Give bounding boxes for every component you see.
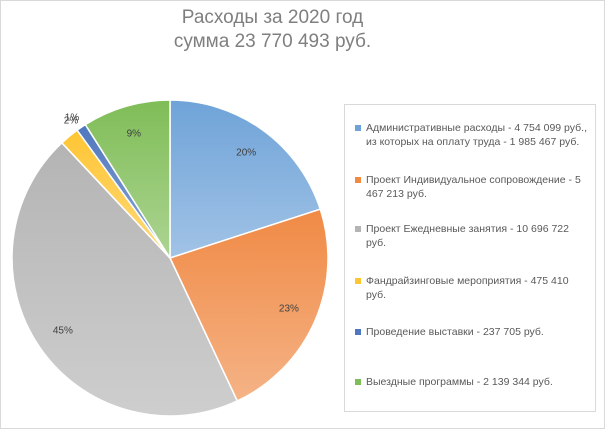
legend-item-4: Проведение выставки - 237 705 руб. <box>355 325 591 339</box>
chart-title: Расходы за 2020 год сумма 23 770 493 руб… <box>0 6 545 54</box>
chart-title-line2: сумма 23 770 493 руб. <box>173 31 372 52</box>
percent-label-2: 45% <box>52 325 73 337</box>
legend-label-4: Проведение выставки - 237 705 руб. <box>366 326 544 338</box>
legend-swatch-2 <box>355 226 361 232</box>
chart-title-line1: Расходы за 2020 год <box>181 7 364 28</box>
legend: Административные расходы - 4 754 099 руб… <box>344 104 596 412</box>
legend-swatch-5 <box>355 379 361 385</box>
percent-label-5: 9% <box>126 128 142 140</box>
pie-slices <box>11 99 329 417</box>
legend-swatch-0 <box>355 125 361 131</box>
legend-label-5: Выездные программы - 2 139 344 руб. <box>366 376 553 388</box>
legend-label-3: Фандрайзинговые мероприятия - 475 410 ру… <box>366 275 569 301</box>
percent-label-4: 1% <box>64 112 80 124</box>
legend-item-2: Проект Ежедневные занятия - 10 696 722 р… <box>355 222 591 250</box>
percent-label-3: 2% <box>63 115 79 127</box>
legend-item-3: Фандрайзинговые мероприятия - 475 410 ру… <box>355 274 591 302</box>
legend-item-0: Административные расходы - 4 754 099 руб… <box>355 121 591 149</box>
pie-slice-1 <box>168 208 329 402</box>
pie-slice-5 <box>84 99 171 261</box>
legend-swatch-1 <box>355 177 361 183</box>
percent-label-1: 23% <box>278 303 299 315</box>
pie-slice-0 <box>169 99 322 260</box>
legend-label-1: Проект Индивидуальное сопровождение - 5 … <box>366 174 581 200</box>
legend-item-1: Проект Индивидуальное сопровождение - 5 … <box>355 173 591 201</box>
percent-label-0: 20% <box>236 147 257 159</box>
legend-swatch-3 <box>355 278 361 284</box>
legend-swatch-4 <box>355 329 361 335</box>
legend-label-2: Проект Ежедневные занятия - 10 696 722 р… <box>366 223 569 249</box>
pie-slice-2 <box>11 141 239 417</box>
legend-label-0: Административные расходы - 4 754 099 руб… <box>366 122 587 148</box>
legend-item-5: Выездные программы - 2 139 344 руб. <box>355 375 591 389</box>
